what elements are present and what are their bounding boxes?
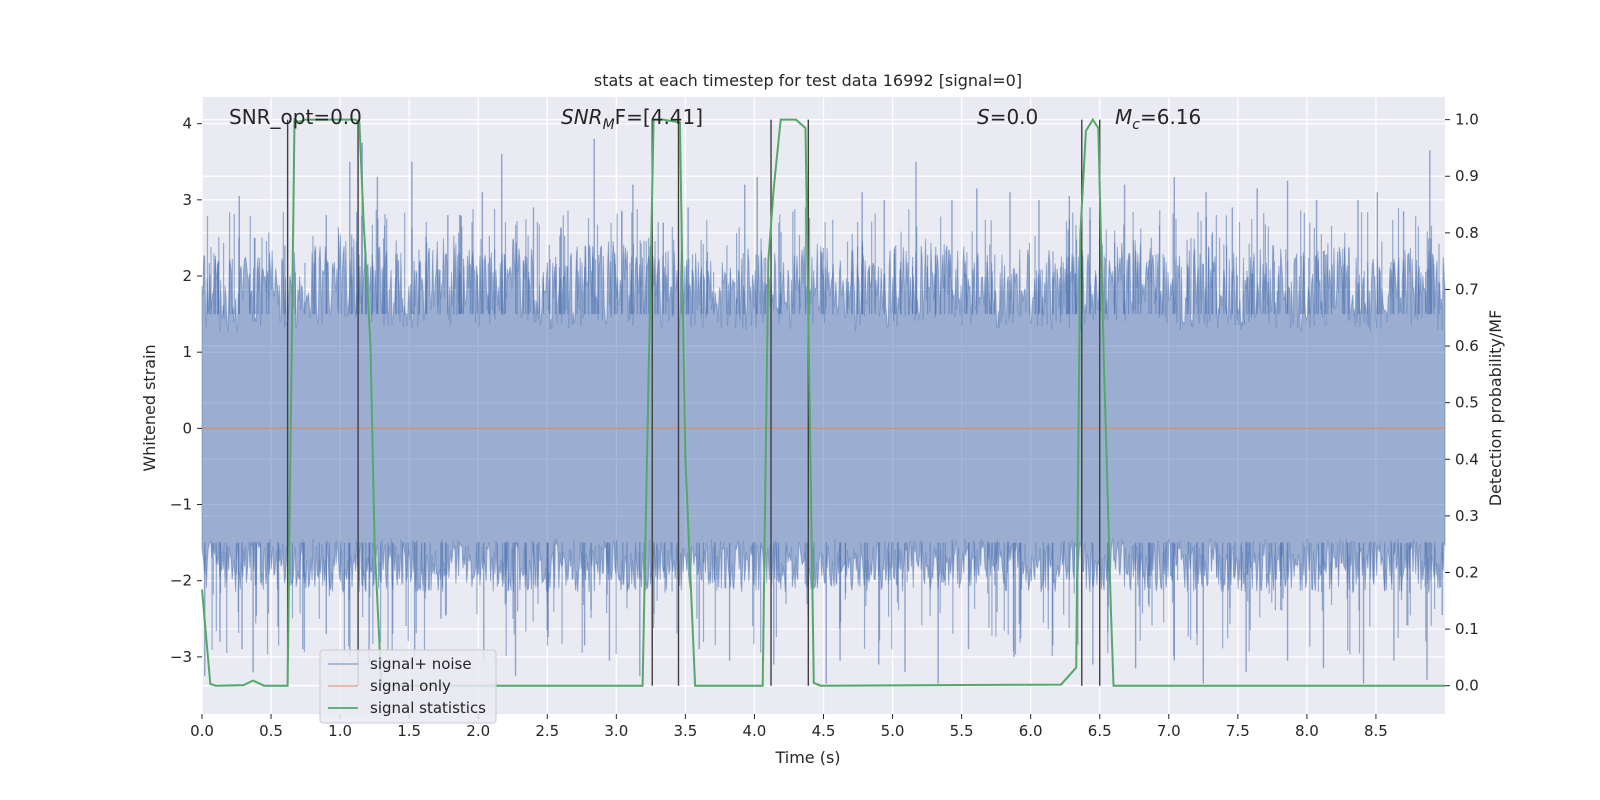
- y-right-tick-label: 0.2: [1455, 563, 1479, 581]
- y-tick-label: 0: [182, 419, 192, 437]
- y-right-tick-label: 1.0: [1455, 111, 1479, 129]
- x-tick-label: 3.5: [673, 722, 697, 740]
- chart-title: stats at each timestep for test data 169…: [594, 71, 1022, 90]
- x-tick-label: 7.5: [1226, 722, 1250, 740]
- legend-label-signal-only: signal only: [370, 677, 451, 695]
- signal-statistics-series: [201, 117, 1445, 687]
- x-tick-label: 8.0: [1295, 722, 1319, 740]
- signal-statistics-line: [201, 117, 1445, 687]
- annotation-mc: Mc=6.16: [1115, 105, 1201, 133]
- x-tick-label: 0.5: [259, 722, 283, 740]
- x-tick-label: 1.5: [397, 722, 421, 740]
- y-tick-label: −2: [170, 572, 192, 590]
- y-right-tick-label: 0.8: [1455, 224, 1479, 242]
- y-axis-right-label: Detection probability/MF: [1486, 310, 1505, 507]
- y-tick-label: 4: [182, 115, 192, 133]
- annotation-s: S=0.0: [977, 105, 1038, 129]
- x-tick-label: 0.0: [190, 722, 214, 740]
- y-tick-label: −3: [170, 648, 192, 666]
- axis-ticks: 0.0 0.5 1.0 1.5 2.0 2.5 3.0 3.5 4.0 4.5 5.0 5.5 6.0 6…: [170, 111, 1479, 740]
- y-right-tick-label: 0.7: [1455, 280, 1479, 298]
- x-tick-label: 4.0: [743, 722, 767, 740]
- y-tick-label: 2: [182, 267, 192, 285]
- y-right-tick-label: 0.5: [1455, 394, 1479, 412]
- x-tick-label: 2.5: [535, 722, 559, 740]
- legend-box: [319, 649, 497, 724]
- y-tick-label: −1: [170, 496, 192, 514]
- x-tick-label: 1.0: [328, 722, 352, 740]
- y-right-tick-label: 0.6: [1455, 337, 1479, 355]
- y-tick-label: 3: [182, 191, 192, 209]
- x-tick-label: 6.5: [1088, 722, 1112, 740]
- annotation-snr-opt: SNR_opt=0.0: [229, 105, 362, 129]
- y-right-tick-label: 0.9: [1455, 167, 1479, 185]
- annotation-snr-mf: SNRMF=[4.41]: [561, 105, 703, 133]
- legend-label-statistics: signal statistics: [370, 699, 486, 717]
- x-tick-label: 5.5: [950, 722, 974, 740]
- x-tick-label: 7.0: [1157, 722, 1181, 740]
- x-tick-label: 8.5: [1364, 722, 1388, 740]
- x-axis-label: Time (s): [774, 748, 840, 767]
- x-tick-label: 5.0: [881, 722, 905, 740]
- legend-label-noise: signal+ noise: [370, 655, 472, 673]
- x-tick-label: 2.0: [466, 722, 490, 740]
- y-right-tick-label: 0.3: [1455, 507, 1479, 525]
- y-right-tick-label: 0.1: [1455, 620, 1479, 638]
- legend: signal+ noise signal only signal statist…: [319, 649, 497, 724]
- signal-noise-series: [201, 138, 1446, 684]
- y-axis-label: Whitened strain: [140, 344, 159, 471]
- y-tick-label: 1: [182, 343, 192, 361]
- y-right-tick-label: 0.0: [1455, 677, 1479, 695]
- x-tick-label: 4.5: [812, 722, 836, 740]
- y-right-tick-label: 0.4: [1455, 450, 1479, 468]
- x-tick-label: 6.0: [1019, 722, 1043, 740]
- x-tick-label: 3.0: [604, 722, 628, 740]
